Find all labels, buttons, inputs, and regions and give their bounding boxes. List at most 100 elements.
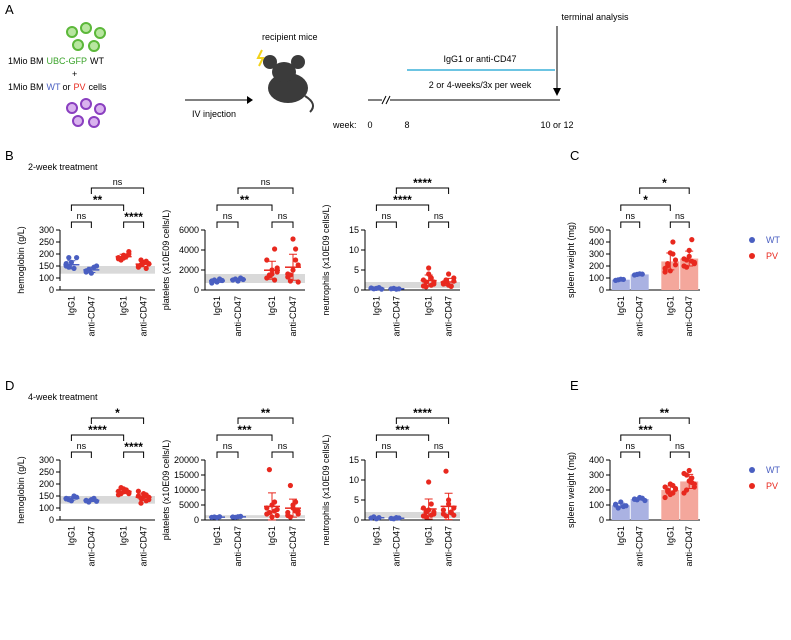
significance-bracket [70,204,125,211]
data-point [423,514,429,520]
y-tick-label: 300 [39,225,54,235]
data-point [670,251,676,257]
legend-marker [749,483,755,489]
significance-label: ns [278,441,288,451]
data-point [443,468,449,474]
x-tick-label: IgG1 [212,296,222,316]
error-bar [67,260,76,270]
legend-label: WT [766,235,780,245]
error-bar [616,278,625,281]
legend-marker [749,253,755,259]
error-bar [424,498,433,520]
y-tick-label: 250 [39,467,54,477]
x-tick-label: IgG1 [119,526,129,546]
y-tick-label: 15 [349,225,359,235]
text: WT [90,56,104,66]
x-tick-label: anti-CD47 [233,296,243,337]
x-tick-label: IgG1 [66,296,76,316]
significance-label: *** [639,423,653,437]
data-point [672,486,679,492]
y-tick-label: 10 [349,475,359,485]
data-point [662,484,668,490]
data-point [681,256,687,262]
significance-bracket [237,417,294,424]
error-bar [119,488,128,495]
significance-bracket [90,187,145,194]
significance-label: ns [434,211,444,221]
normal-range [205,515,305,518]
text: UBC-GFP [47,56,88,66]
bar [611,279,630,290]
y-tick-label: 100 [589,500,604,510]
significance-label: **** [413,176,432,190]
y-tick-label: 0 [354,285,359,295]
x-tick-label: IgG1 [371,296,381,316]
y-tick-label: 10 [349,245,359,255]
week: 8 [404,120,409,130]
significance-label: ns [278,211,288,221]
significance-label: *** [237,423,251,437]
data-point [615,505,621,511]
normal-range [365,512,460,518]
x-tick-label: anti-CD47 [444,296,454,337]
week-label: week: [332,120,357,130]
x-tick-label: IgG1 [665,296,675,316]
data-point [613,501,619,507]
data-point [681,470,687,477]
error-bar [87,266,96,273]
y-axis-label: platelets (x10E09 cells/L) [161,210,171,311]
data-point [689,237,695,243]
data-point [266,467,272,473]
error-bar [234,515,242,518]
significance-bracket [669,221,690,228]
y-axis-label: hemoglobin (g/L) [16,456,26,524]
data-point [287,278,293,284]
significance-label: ns [261,177,271,187]
data-point [126,491,132,497]
data-point [423,284,429,290]
y-tick-label: 300 [39,455,54,465]
legend-label: PV [766,481,778,491]
y-tick-label: 100 [589,273,604,283]
y-tick-label: 400 [589,455,604,465]
x-tick-label: IgG1 [424,526,434,546]
data-point [115,492,122,498]
x-tick-label: anti-CD47 [86,296,96,337]
x-tick-label: anti-CD47 [684,296,694,337]
y-axis-label: hemoglobin (g/L) [16,226,26,294]
error-bar [67,496,76,501]
significance-bracket [620,451,641,458]
week: 10 or 12 [540,120,573,130]
y-tick-label: 300 [589,249,604,259]
x-tick-label: anti-CD47 [391,526,401,567]
significance-label: * [662,176,667,190]
significance-bracket [428,451,450,458]
data-point [642,497,648,504]
x-tick-label: anti-CD47 [444,526,454,567]
significance-bracket [375,204,430,211]
x-tick-label: anti-CD47 [635,296,645,337]
significance-bracket [123,221,145,228]
data-point [135,264,141,270]
significance-bracket [428,221,450,228]
data-point [285,271,291,277]
error-bar [424,274,433,287]
donor-text: 1Mio BM WT or PV cells [8,82,107,92]
significance-label: ns [382,441,392,451]
subtitle: 4-week treatment [28,392,98,402]
arrow-head [553,88,561,96]
significance-label: ** [93,193,103,207]
data-point [431,509,437,515]
y-tick-label: 400 [589,237,604,247]
text: WT [47,82,61,92]
data-point [264,257,270,263]
legend-marker [749,237,755,243]
significance-label: ns [625,441,635,451]
error-bar [635,273,644,276]
y-tick-label: 300 [589,470,604,480]
significance-label: ns [625,211,635,221]
error-bar [213,516,221,519]
terminal: terminal analysis [561,12,629,22]
data-point [448,283,454,289]
